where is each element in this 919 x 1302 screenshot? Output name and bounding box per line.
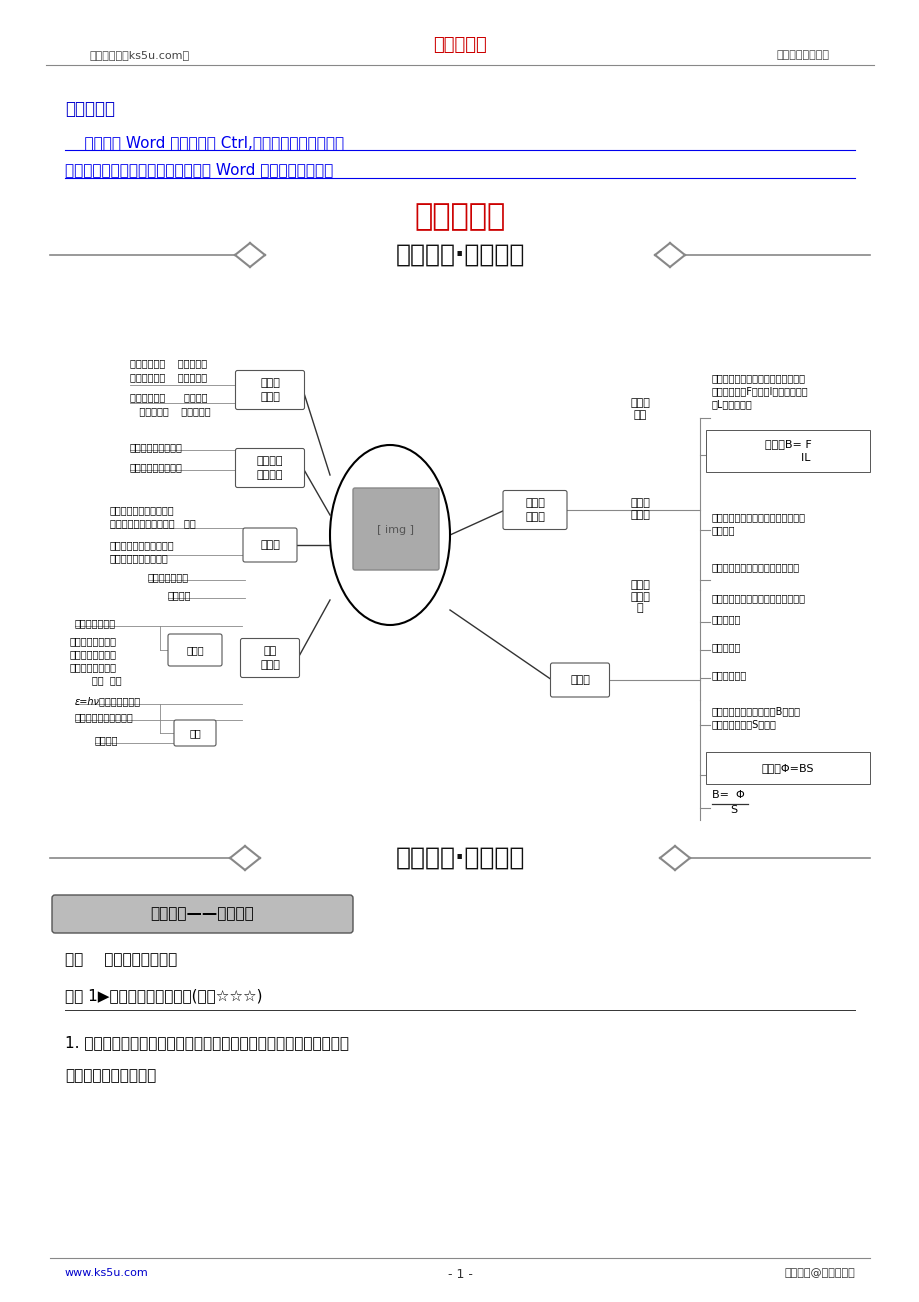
Text: 能级跃迁: 能级跃迁 (95, 736, 119, 745)
Text: 量子化的能量值：定义: 量子化的能量值：定义 (75, 712, 133, 723)
Text: 通电的圆环: 通电的圆环 (711, 642, 741, 652)
Text: 导线受到的力F与电流I和直导线的长: 导线受到的力F与电流I和直导线的长 (711, 385, 808, 396)
Text: 度L的乘积之比: 度L的乘积之比 (711, 398, 752, 409)
Text: 在空间交替变化的电磁场: 在空间交替变化的电磁场 (110, 505, 175, 516)
Text: 电磁感
应现象: 电磁感 应现象 (260, 379, 279, 401)
Text: [ img ]: [ img ] (377, 525, 414, 535)
Text: 温馨提示：: 温馨提示： (65, 100, 115, 118)
Text: 高考资源网: 高考资源网 (433, 36, 486, 53)
Text: 电磁波初步: 电磁波初步 (371, 539, 408, 552)
Text: 磁场方向: 磁场方向 (711, 525, 734, 535)
Text: 物体  黑体: 物体 黑体 (70, 674, 121, 685)
Text: ε=hν普朗克量子理论: ε=hν普朗克量子理论 (75, 697, 141, 706)
Text: 适的观看比例，答案解析附后。关闭 Word 文档返回原板块。: 适的观看比例，答案解析附后。关闭 Word 文档返回原板块。 (65, 161, 333, 177)
FancyBboxPatch shape (705, 430, 869, 473)
Text: 热辐射: 热辐射 (186, 644, 204, 655)
Ellipse shape (330, 445, 449, 625)
Text: 能级: 能级 (189, 728, 200, 738)
Text: 方向垂直的面积S的乘积: 方向垂直的面积S的乘积 (711, 719, 776, 729)
Text: 此套题为 Word 版，请按住 Ctrl,滑动鼠标滚轴，调节合: 此套题为 Word 版，请按住 Ctrl,滑动鼠标滚轴，调节合 (65, 135, 344, 150)
FancyBboxPatch shape (52, 894, 353, 934)
Text: B=  Φ: B= Φ (711, 790, 744, 799)
Text: 版权所有@高考资源网: 版权所有@高考资源网 (783, 1268, 854, 1279)
Text: 能够完全吸收入射: 能够完全吸收入射 (70, 635, 117, 646)
Text: S: S (729, 805, 736, 815)
Text: 电磁波传播不需要介质，: 电磁波传播不需要介质， (110, 540, 175, 549)
FancyBboxPatch shape (243, 529, 297, 562)
FancyBboxPatch shape (705, 753, 869, 784)
Text: 电磁感应与: 电磁感应与 (371, 518, 408, 531)
FancyBboxPatch shape (235, 448, 304, 487)
Text: 磁感线
的特点: 磁感线 的特点 (630, 497, 649, 519)
Text: 器和电磁炉    现象的应用: 器和电磁炉 现象的应用 (130, 406, 210, 417)
FancyBboxPatch shape (168, 634, 221, 667)
Text: 闭合电路中磁    导体中产生: 闭合电路中磁 导体中产生 (130, 358, 207, 368)
Text: 电磁波谱: 电磁波谱 (168, 590, 191, 600)
Text: 考点整合·素养提升: 考点整合·素养提升 (395, 846, 524, 870)
Text: 您身边的高考专家: 您身边的高考专家 (777, 49, 829, 60)
Text: www.ks5u.com: www.ks5u.com (65, 1268, 149, 1279)
Text: 通量发生变化    电流的条件: 通量发生变化 电流的条件 (130, 372, 207, 381)
FancyBboxPatch shape (240, 638, 300, 677)
FancyBboxPatch shape (235, 371, 304, 410)
Text: 磁场及
其描述: 磁场及 其描述 (525, 499, 544, 522)
Text: 角度 1▶磁感应强度及其叠加(难度☆☆☆): 角度 1▶磁感应强度及其叠加(难度☆☆☆) (65, 988, 262, 1003)
Text: 定义：垂直于磁场方向的一小段通电: 定义：垂直于磁场方向的一小段通电 (711, 372, 805, 383)
Text: 1. 磁场中某点的磁感应强度的大小只取决于磁场本身，与该点放不放: 1. 磁场中某点的磁感应强度的大小只取决于磁场本身，与该点放不放 (65, 1035, 348, 1049)
Text: 定义：磁场中磁感应强度B与磁场: 定义：磁场中磁感应强度B与磁场 (711, 706, 800, 716)
FancyBboxPatch shape (353, 488, 438, 570)
Text: 考点    磁场的描述及理解: 考点 磁场的描述及理解 (65, 952, 177, 967)
Text: 磁感线的疏密程度表示磁场的强弱: 磁感线的疏密程度表示磁场的强弱 (711, 562, 800, 572)
Text: 核心素养——物理现念: 核心素养——物理现念 (150, 906, 254, 922)
Text: 公式：Φ=BS: 公式：Φ=BS (761, 763, 813, 773)
Text: 能量
量子化: 能量 量子化 (260, 646, 279, 669)
Text: 电磁波: 电磁波 (260, 540, 279, 549)
Text: 高考资源网（ks5u.com）: 高考资源网（ks5u.com） (90, 49, 190, 60)
Text: 电流周
围的磁
场: 电流周 围的磁 场 (630, 579, 649, 613)
Text: - 1 -: - 1 - (447, 1268, 472, 1281)
Text: 知识体系·思维导图: 知识体系·思维导图 (395, 243, 524, 267)
Text: 公式：B= F
          IL: 公式：B= F IL (764, 439, 811, 462)
Text: 通电的螺线管: 通电的螺线管 (711, 671, 746, 680)
Text: 黑体辐射的规律: 黑体辐射的规律 (75, 618, 116, 628)
FancyBboxPatch shape (174, 720, 216, 746)
Text: 磁感线上某点的切线方向就是该点的: 磁感线上某点的切线方向就是该点的 (711, 512, 805, 522)
Text: 可以在真空中进行传播: 可以在真空中进行传播 (110, 553, 168, 562)
Text: 磁体或通电导体无关。: 磁体或通电导体无关。 (65, 1068, 156, 1083)
Text: 磁感线是闭合曲线，没有起点和终点: 磁感线是闭合曲线，没有起点和终点 (711, 592, 805, 603)
Text: 通电直导线: 通电直导线 (711, 615, 741, 624)
Text: 传播出去就形成了电磁波   产生: 传播出去就形成了电磁波 产生 (110, 518, 196, 529)
Text: 的各种波长的电磁: 的各种波长的电磁 (70, 648, 117, 659)
Text: 阶段提升课: 阶段提升课 (414, 202, 505, 230)
FancyBboxPatch shape (550, 663, 608, 697)
Text: 磁通量: 磁通量 (570, 674, 589, 685)
Text: 麦克斯韦
电磁理论: 麦克斯韦 电磁理论 (256, 457, 283, 479)
Text: 变化的电场产生磁场: 变化的电场产生磁场 (130, 441, 183, 452)
Text: 波而不发生反射的: 波而不发生反射的 (70, 661, 117, 672)
Text: 光是一种电磁波: 光是一种电磁波 (148, 572, 189, 582)
FancyBboxPatch shape (503, 491, 566, 530)
Text: 发电机、变压      电磁感应: 发电机、变压 电磁感应 (130, 392, 208, 402)
Text: 磁感应
强度: 磁感应 强度 (630, 398, 649, 419)
Text: 变化的磁场产生电场: 变化的磁场产生电场 (130, 462, 183, 473)
